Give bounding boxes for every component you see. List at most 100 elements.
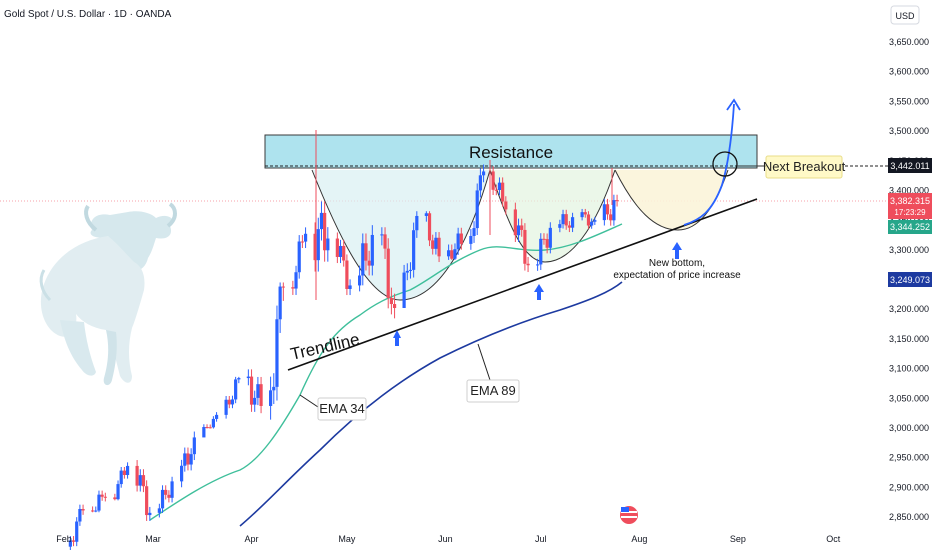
y-tick-label: 3,500.000: [889, 126, 929, 136]
candle-body: [278, 286, 282, 320]
candle-body: [138, 475, 142, 486]
candle-body: [180, 465, 184, 482]
y-tick-label: 3,300.000: [889, 245, 929, 255]
candle-body: [358, 275, 362, 286]
candle-body: [208, 427, 212, 429]
y-tick-label: 3,600.000: [889, 67, 929, 77]
candle-body: [405, 270, 409, 273]
candle-body: [342, 245, 346, 261]
ema34-price: 3,344.252: [890, 222, 930, 232]
candle-body: [504, 201, 508, 210]
y-tick-label: 3,550.000: [889, 96, 929, 106]
candle-body: [211, 418, 215, 428]
y-ticks: 2,850.000 2,900.000 2,950.000 3,000.000 3,05…: [889, 37, 929, 522]
candle-body: [97, 494, 101, 511]
candle-body: [469, 235, 473, 244]
trendline: [287, 198, 758, 371]
candle-body: [183, 453, 187, 466]
candle-body: [113, 497, 117, 500]
us-flag-icon[interactable]: [620, 506, 638, 524]
candle-body: [434, 237, 438, 249]
y-tick-label: 2,950.000: [889, 453, 929, 463]
candle-body: [412, 230, 416, 270]
candle-body: [68, 540, 72, 547]
candle-body: [478, 175, 482, 191]
candle-body: [558, 224, 562, 228]
candle-body: [227, 399, 231, 405]
candle-body: [456, 233, 460, 250]
ema34-line: [149, 223, 623, 521]
candle-body: [501, 182, 505, 202]
projection-arrowhead: [726, 98, 741, 111]
candle-body: [116, 484, 120, 500]
candle-body: [605, 204, 610, 215]
candle-body: [300, 241, 304, 243]
candle-body: [472, 228, 476, 236]
candle-body: [380, 234, 384, 236]
candle-body: [548, 227, 552, 248]
candle-body: [94, 510, 98, 512]
candle-body: [491, 171, 495, 190]
ema89-line: [239, 281, 623, 527]
candle-body: [313, 233, 317, 261]
candle-body: [392, 304, 397, 308]
candles: [68, 130, 619, 550]
support-arrow-2: [534, 284, 544, 292]
x-tick-label: Jun: [438, 534, 453, 544]
ema34-price-badge: [888, 220, 932, 234]
candle-body: [447, 250, 451, 257]
candle-body: [122, 470, 126, 476]
chart-title: Gold Spot / U.S. Dollar · 1D · OANDA: [4, 9, 172, 20]
projection-line: [683, 103, 735, 226]
x-tick-label: Aug: [631, 534, 647, 544]
y-tick-label: 2,900.000: [889, 482, 929, 492]
currency-box[interactable]: [890, 5, 920, 25]
ema89-price-badge: [888, 272, 932, 287]
candle-body: [291, 287, 295, 289]
candle-body: [615, 200, 619, 202]
candle-body: [542, 238, 546, 240]
candle-body: [583, 212, 587, 215]
support-arrow-3: [672, 242, 682, 250]
candle-body: [494, 189, 498, 191]
candle-body: [249, 376, 254, 405]
next-breakout-box: [765, 155, 843, 179]
candle-body: [427, 213, 432, 241]
x-tick-label: Jul: [535, 534, 547, 544]
resistance-label: Resistance: [469, 143, 553, 162]
candle-body: [237, 378, 241, 380]
candle-body: [170, 481, 174, 498]
x-tick-label: Sep: [730, 534, 746, 544]
candle-body: [348, 285, 352, 289]
candle-body: [338, 245, 343, 257]
y-tick-label: 3,150.000: [889, 334, 929, 344]
current-price: 3,382.315: [890, 196, 930, 206]
y-tick-label: 3,050.000: [889, 393, 929, 403]
candle-body: [539, 238, 543, 265]
candle-body: [570, 217, 575, 228]
cup-curve-2: [489, 169, 616, 263]
candle-body: [281, 286, 285, 288]
breakout-circle: [712, 151, 738, 177]
candle-body: [103, 496, 107, 498]
candle-body: [513, 209, 517, 236]
candle-body: [386, 248, 390, 298]
candle-body: [453, 249, 457, 259]
candle-body: [253, 397, 257, 405]
candle-body: [361, 243, 365, 276]
candle-body: [561, 214, 565, 225]
candle-body: [326, 238, 330, 251]
candle-body: [303, 233, 308, 242]
candle-body: [145, 486, 149, 516]
candle-body: [319, 212, 324, 230]
y-tick-label: 3,100.000: [889, 364, 929, 374]
candle-body: [383, 234, 387, 249]
candle-body: [157, 508, 161, 513]
current-price-badge: [888, 193, 932, 219]
candle-body: [408, 269, 413, 271]
candle-body: [450, 250, 454, 259]
ema89-pointer: [477, 343, 491, 381]
candle-body: [516, 225, 521, 236]
